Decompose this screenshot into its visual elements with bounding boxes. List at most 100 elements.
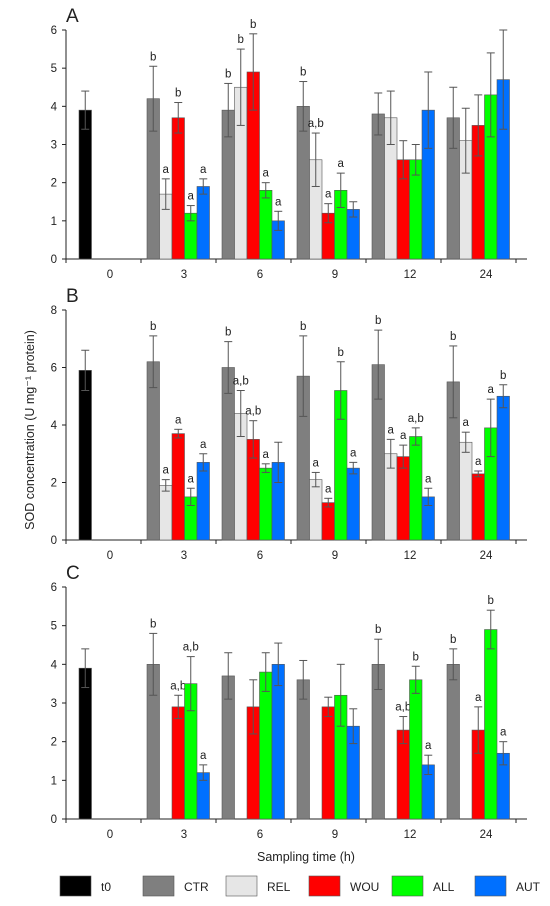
bar-wou bbox=[396, 456, 410, 541]
y-tick-label: 0 bbox=[51, 254, 57, 266]
significance-label: a bbox=[488, 384, 495, 396]
significance-label: a bbox=[475, 692, 482, 704]
legend: t0 CTR REL WOU ALL AUT bbox=[59, 875, 541, 897]
x-tick-label: 0 bbox=[107, 550, 113, 562]
y-tick-label: 0 bbox=[51, 814, 57, 826]
y-tick-label: 6 bbox=[51, 25, 57, 37]
x-tick-label: 3 bbox=[181, 550, 187, 562]
y-tick-label: 5 bbox=[51, 621, 57, 633]
y-tick-label: 6 bbox=[51, 363, 57, 375]
bar-ctr bbox=[446, 664, 460, 820]
bar-all bbox=[409, 436, 423, 541]
significance-label: b bbox=[450, 331, 456, 343]
bar-aut bbox=[496, 395, 510, 541]
legend-swatch-t0 bbox=[59, 875, 92, 897]
significance-label: a,b bbox=[233, 376, 249, 388]
significance-label: a bbox=[400, 430, 407, 442]
x-tick-label: 0 bbox=[107, 829, 113, 841]
y-tick-label: 1 bbox=[51, 216, 57, 228]
y-tick-label: 3 bbox=[51, 140, 57, 152]
significance-label: b bbox=[150, 51, 156, 63]
significance-label: a bbox=[425, 740, 432, 752]
bar-ctr bbox=[296, 679, 310, 820]
legend-swatch-wou bbox=[308, 875, 341, 897]
bar-all bbox=[484, 629, 498, 820]
significance-label: a bbox=[388, 424, 395, 436]
bar-aut bbox=[196, 186, 210, 260]
x-tick-label: 6 bbox=[257, 269, 263, 281]
legend-label-wou: WOU bbox=[350, 880, 379, 894]
bar-rel bbox=[159, 485, 173, 541]
significance-label: b bbox=[150, 321, 156, 333]
bar-aut bbox=[196, 462, 210, 541]
significance-label: b bbox=[225, 68, 231, 80]
significance-label: b bbox=[413, 651, 419, 663]
x-tick-label: 12 bbox=[404, 269, 417, 281]
significance-label: b bbox=[250, 19, 256, 31]
panel-label: B bbox=[66, 286, 79, 307]
x-tick-label: 24 bbox=[480, 550, 493, 562]
x-tick-label: 9 bbox=[332, 269, 338, 281]
bar-wou bbox=[171, 117, 185, 260]
x-tick-label: 12 bbox=[404, 829, 417, 841]
legend-swatch-rel bbox=[225, 875, 258, 897]
significance-label: a bbox=[188, 191, 195, 203]
bar-ctr bbox=[371, 113, 385, 260]
significance-label: a bbox=[163, 164, 170, 176]
y-tick-label: 8 bbox=[51, 305, 57, 317]
y-tick-label: 5 bbox=[51, 63, 57, 75]
panel-label: C bbox=[66, 563, 80, 584]
significance-label: a,b bbox=[308, 118, 324, 130]
significance-label: b bbox=[488, 595, 494, 607]
legend-label-rel: REL bbox=[267, 880, 291, 894]
legend-label-all: ALL bbox=[433, 880, 455, 894]
bar-wou bbox=[171, 706, 185, 820]
significance-label: b bbox=[150, 618, 156, 630]
significance-label: b bbox=[225, 327, 231, 339]
significance-label: b bbox=[175, 88, 181, 100]
significance-label: a bbox=[425, 473, 432, 485]
significance-label: b bbox=[300, 321, 306, 333]
bar-all bbox=[409, 679, 423, 820]
significance-label: a,b bbox=[170, 680, 186, 692]
significance-label: b bbox=[500, 370, 506, 382]
significance-label: a bbox=[188, 473, 195, 485]
significance-label: a bbox=[325, 189, 332, 201]
bar-ctr bbox=[146, 361, 160, 541]
significance-label: b bbox=[238, 34, 244, 46]
bar-all bbox=[259, 190, 273, 260]
x-tick-label: 6 bbox=[257, 829, 263, 841]
y-tick-label: 1 bbox=[51, 775, 57, 787]
significance-label: a bbox=[275, 196, 282, 208]
y-tick-label: 2 bbox=[51, 178, 57, 190]
significance-label: b bbox=[338, 347, 344, 359]
significance-label: a,b bbox=[183, 642, 199, 654]
x-axis-title: Sampling time (h) bbox=[257, 850, 355, 864]
y-tick-label: 4 bbox=[51, 420, 58, 432]
significance-label: a bbox=[200, 164, 207, 176]
bar-t0 bbox=[78, 667, 92, 820]
y-tick-label: 2 bbox=[51, 478, 57, 490]
significance-label: a bbox=[200, 750, 207, 762]
significance-label: a,b bbox=[408, 413, 424, 425]
legend-swatch-aut bbox=[474, 875, 507, 897]
legend-label-aut: AUT bbox=[516, 880, 541, 894]
significance-label: b bbox=[375, 315, 381, 327]
panel-label: A bbox=[66, 6, 79, 27]
bar-rel bbox=[459, 441, 473, 541]
x-tick-label: 9 bbox=[332, 829, 338, 841]
bar-wou bbox=[321, 502, 335, 541]
x-tick-label: 6 bbox=[257, 550, 263, 562]
y-tick-label: 4 bbox=[51, 101, 58, 113]
significance-label: b bbox=[300, 67, 306, 79]
significance-label: a bbox=[475, 456, 482, 468]
significance-label: b bbox=[450, 634, 456, 646]
x-tick-label: 3 bbox=[181, 269, 187, 281]
significance-label: a,b bbox=[245, 406, 261, 418]
x-tick-label: 9 bbox=[332, 550, 338, 562]
bar-aut bbox=[346, 467, 360, 541]
significance-label: a bbox=[263, 449, 270, 461]
bar-all bbox=[259, 671, 273, 820]
significance-label: a,b bbox=[395, 702, 411, 714]
